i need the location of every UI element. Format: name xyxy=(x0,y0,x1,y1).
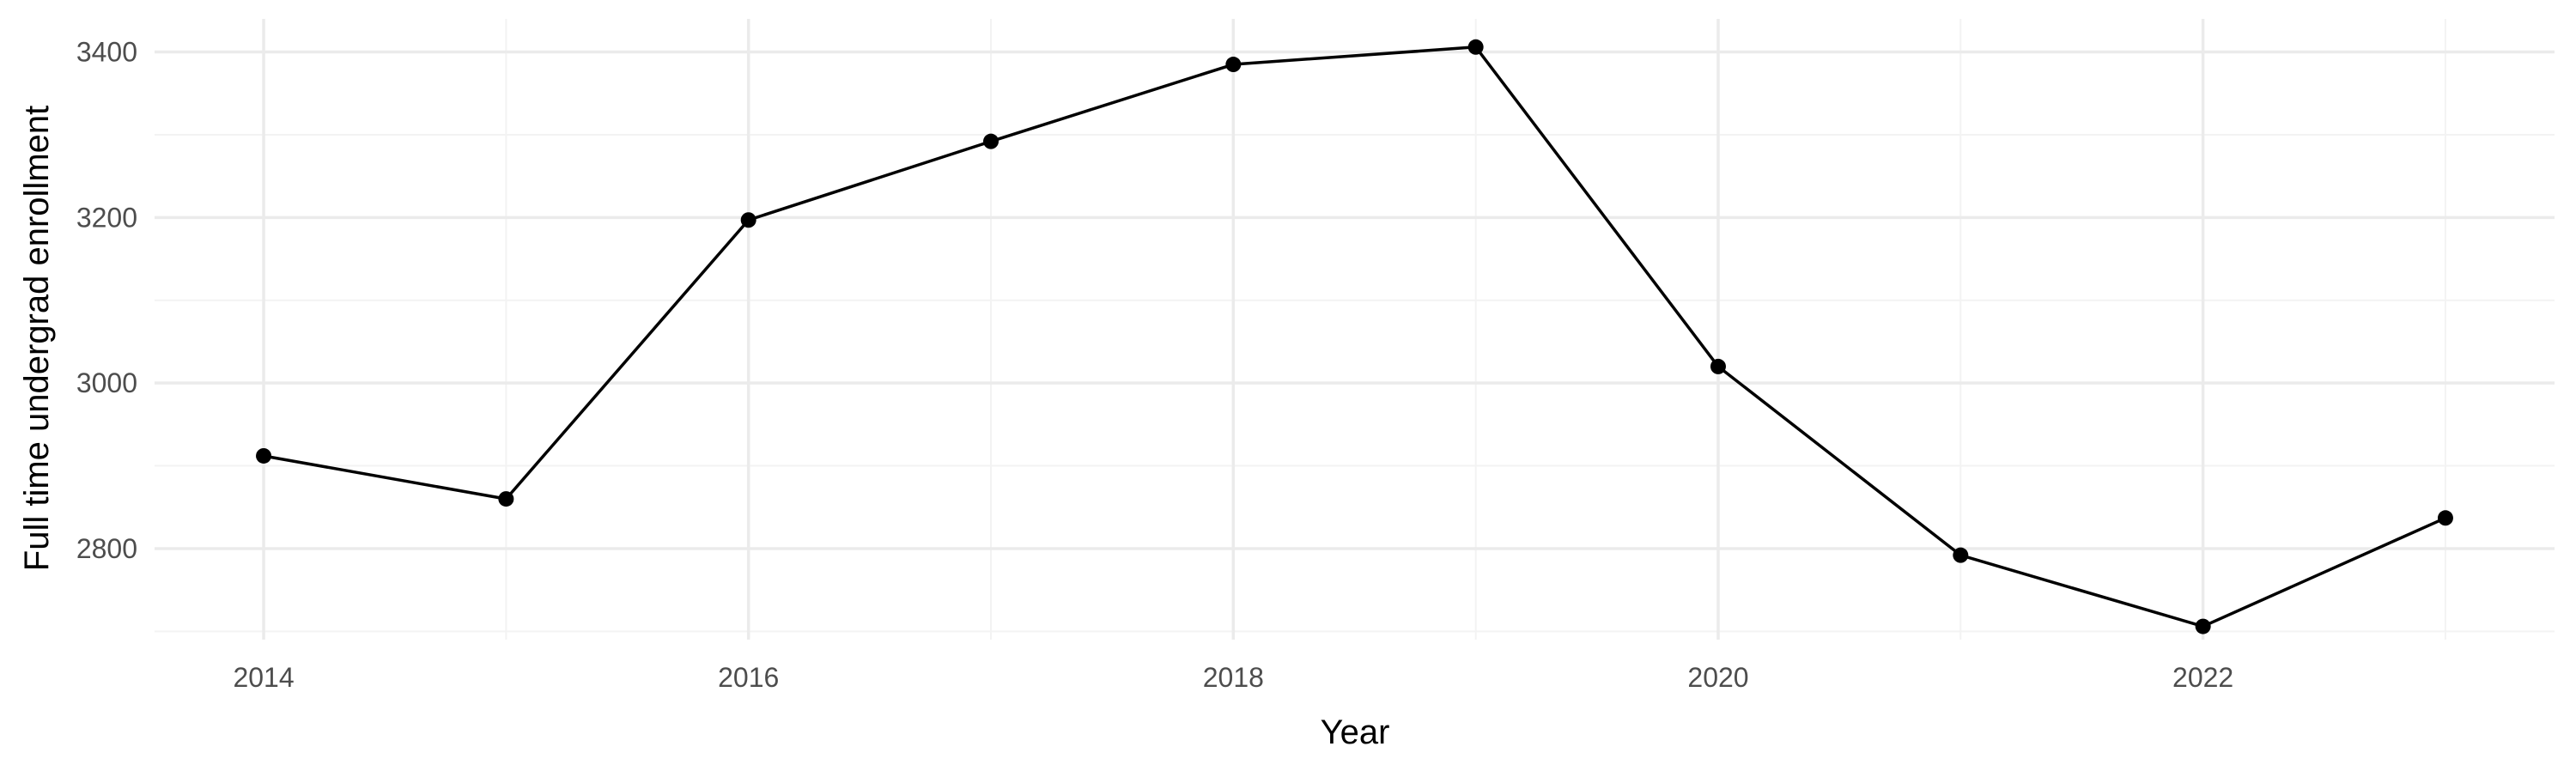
x-tick-label: 2018 xyxy=(1203,662,1264,693)
data-point xyxy=(740,212,756,228)
data-point xyxy=(498,491,514,507)
series-layer xyxy=(262,46,2447,628)
grid-layer xyxy=(155,19,2555,640)
ticks-layer: 2800 3000 3200 3400 2014 2016 2018 2020 2022 xyxy=(76,37,2233,693)
points-layer xyxy=(256,39,2453,634)
data-point xyxy=(1710,358,1726,374)
series-line xyxy=(262,46,2447,628)
data-point xyxy=(1953,547,1969,563)
data-point xyxy=(2437,510,2453,526)
x-axis-title: Year xyxy=(1321,713,1390,751)
y-tick-label: 3000 xyxy=(76,367,137,398)
x-tick-label: 2014 xyxy=(233,662,294,693)
x-tick-label: 2022 xyxy=(2172,662,2233,693)
y-axis-title: Full time undergrad enrollment xyxy=(18,106,56,571)
x-tick-label: 2016 xyxy=(718,662,779,693)
data-point xyxy=(1225,57,1242,73)
data-point xyxy=(1467,39,1484,55)
data-point xyxy=(983,133,999,149)
y-tick-label: 3400 xyxy=(76,37,137,68)
x-tick-label: 2020 xyxy=(1687,662,1748,693)
data-point xyxy=(256,447,272,464)
y-tick-label: 3200 xyxy=(76,202,137,233)
y-tick-label: 2800 xyxy=(76,533,137,564)
data-point xyxy=(2195,618,2211,634)
